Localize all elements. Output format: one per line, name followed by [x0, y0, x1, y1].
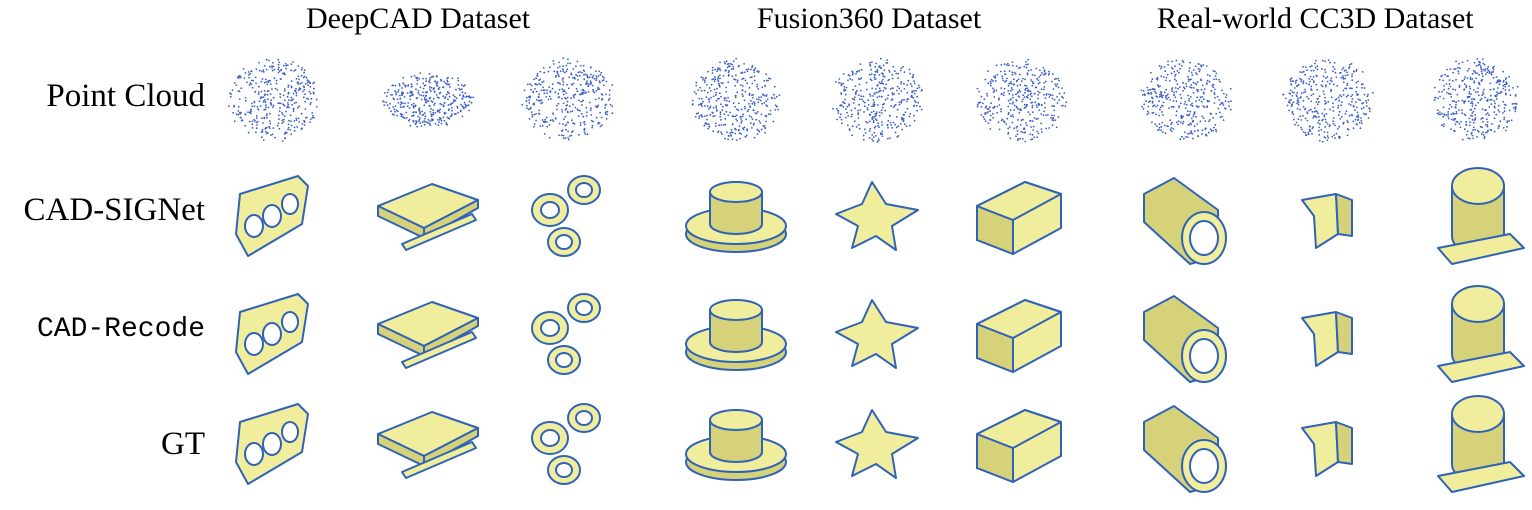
- cad-recode-cc3d-shape-2: [1272, 282, 1384, 390]
- header-fusion360: Fusion360 Dataset: [757, 2, 982, 35]
- cad-signet-deepcad-shape-2: [372, 164, 484, 272]
- point-cloud-deepcad-shape-3-render: [521, 57, 614, 141]
- cad-recode-cc3d-shape-3: [1420, 282, 1532, 390]
- gt-deepcad-shape-2-render: [377, 411, 479, 479]
- cad-signet-fusion360-shape-1-render: [685, 181, 787, 253]
- cad-signet-fusion360-shape-3-render: [976, 181, 1062, 255]
- cad-signet-cc3d-shape-1: [1130, 164, 1242, 272]
- gt-cc3d-shape-3: [1420, 392, 1532, 500]
- point-cloud-fusion360-shape-2-render: [832, 57, 923, 143]
- point-cloud-deepcad-shape-2: [372, 48, 484, 156]
- gt-fusion360-shape-1: [680, 392, 792, 500]
- row-label-cad-recode: CAD-Recode: [36, 314, 205, 345]
- gt-cc3d-shape-3-render: [1437, 395, 1525, 493]
- point-cloud-deepcad-shape-2-render: [382, 72, 474, 128]
- gt-deepcad-shape-3-render: [531, 403, 601, 485]
- point-cloud-fusion360-shape-1-render: [691, 57, 781, 141]
- cad-recode-cc3d-shape-1-render: [1143, 295, 1227, 383]
- cad-recode-deepcad-shape-1-render: [235, 293, 309, 375]
- gt-cc3d-shape-1: [1130, 392, 1242, 500]
- cad-recode-fusion360-shape-2: [822, 282, 934, 390]
- row-label-point-cloud: Point Cloud: [46, 78, 205, 114]
- cad-recode-deepcad-shape-2: [372, 282, 484, 390]
- point-cloud-cc3d-shape-3: [1420, 48, 1532, 156]
- header-cc3d: Real-world CC3D Dataset: [1157, 2, 1474, 35]
- cad-signet-fusion360-shape-1: [680, 164, 792, 272]
- point-cloud-deepcad-shape-1: [218, 48, 330, 156]
- header-deepcad: DeepCAD Dataset: [306, 2, 531, 35]
- cad-signet-fusion360-shape-2: [822, 164, 934, 272]
- point-cloud-fusion360-shape-3-render: [976, 58, 1068, 143]
- point-cloud-cc3d-shape-2-render: [1282, 59, 1374, 143]
- point-cloud-deepcad-shape-1-render: [228, 58, 318, 142]
- gt-fusion360-shape-1-render: [685, 409, 787, 481]
- point-cloud-deepcad-shape-3: [512, 48, 624, 156]
- row-label-gt: GT: [161, 426, 205, 462]
- cad-signet-deepcad-shape-1-render: [235, 175, 309, 257]
- cad-recode-deepcad-shape-3: [512, 282, 624, 390]
- cad-recode-deepcad-shape-2-render: [377, 301, 479, 369]
- cad-signet-fusion360-shape-2-render: [835, 181, 919, 251]
- point-cloud-fusion360-shape-1: [680, 48, 792, 156]
- point-cloud-fusion360-shape-3: [965, 48, 1077, 156]
- cad-signet-cc3d-shape-2: [1272, 164, 1384, 272]
- gt-deepcad-shape-3: [512, 392, 624, 500]
- cad-recode-fusion360-shape-3-render: [976, 299, 1062, 373]
- gt-deepcad-shape-2: [372, 392, 484, 500]
- cad-recode-fusion360-shape-1: [680, 282, 792, 390]
- cad-signet-cc3d-shape-1-render: [1143, 177, 1227, 265]
- point-cloud-cc3d-shape-2: [1272, 48, 1384, 156]
- cad-recode-cc3d-shape-2-render: [1301, 311, 1353, 367]
- cad-signet-cc3d-shape-2-render: [1301, 193, 1353, 249]
- cad-recode-fusion360-shape-3: [965, 282, 1077, 390]
- cad-recode-fusion360-shape-2-render: [835, 299, 919, 369]
- cad-signet-deepcad-shape-3: [512, 164, 624, 272]
- cad-recode-cc3d-shape-3-render: [1437, 285, 1525, 383]
- gt-fusion360-shape-3-render: [976, 409, 1062, 483]
- cad-signet-cc3d-shape-3: [1420, 164, 1532, 272]
- row-label-cad-signet: CAD-SIGNet: [23, 192, 205, 228]
- point-cloud-cc3d-shape-3-render: [1433, 58, 1519, 141]
- gt-fusion360-shape-3: [965, 392, 1077, 500]
- cad-signet-deepcad-shape-3-render: [531, 175, 601, 257]
- cad-recode-deepcad-shape-3-render: [531, 293, 601, 375]
- cad-recode-deepcad-shape-1: [218, 282, 330, 390]
- gt-fusion360-shape-2-render: [835, 409, 919, 479]
- point-cloud-fusion360-shape-2: [822, 48, 934, 156]
- point-cloud-cc3d-shape-1-render: [1140, 59, 1232, 141]
- gt-cc3d-shape-1-render: [1143, 405, 1227, 493]
- cad-recode-fusion360-shape-1-render: [685, 299, 787, 371]
- gt-deepcad-shape-1-render: [235, 403, 309, 485]
- point-cloud-cc3d-shape-1: [1130, 48, 1242, 156]
- gt-fusion360-shape-2: [822, 392, 934, 500]
- cad-recode-cc3d-shape-1: [1130, 282, 1242, 390]
- cad-signet-deepcad-shape-1: [218, 164, 330, 272]
- gt-deepcad-shape-1: [218, 392, 330, 500]
- gt-cc3d-shape-2: [1272, 392, 1384, 500]
- gt-cc3d-shape-2-render: [1301, 421, 1353, 477]
- cad-signet-fusion360-shape-3: [965, 164, 1077, 272]
- cad-signet-cc3d-shape-3-render: [1437, 167, 1525, 265]
- cad-signet-deepcad-shape-2-render: [377, 183, 479, 251]
